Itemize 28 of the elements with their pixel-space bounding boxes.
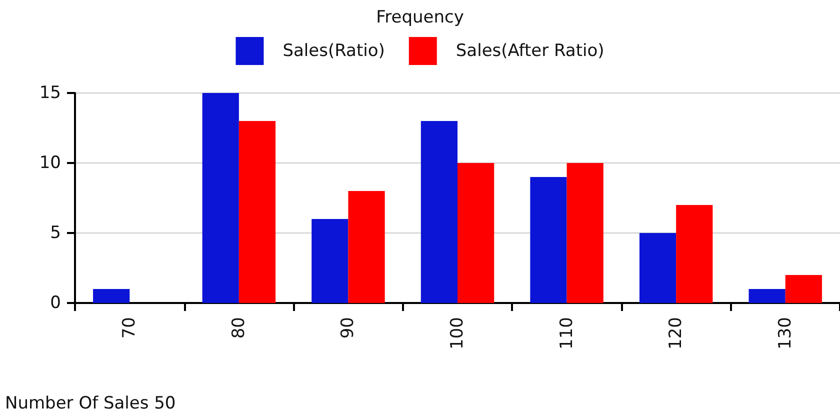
bar (238, 121, 276, 303)
x-tick-label: 80 (228, 317, 249, 339)
legend-label: Sales(Ratio) (282, 41, 385, 61)
bar (785, 275, 822, 303)
bar (348, 191, 385, 303)
y-tick-label: 15 (39, 83, 61, 103)
bar (676, 205, 713, 303)
legend-label: Sales(After Ratio) (456, 41, 604, 61)
x-tick-label: 120 (666, 317, 686, 350)
chart-title: Frequency (376, 8, 464, 28)
bar (458, 163, 494, 303)
x-tick-label: 90 (338, 317, 358, 339)
bar (420, 121, 458, 303)
bar (93, 289, 130, 303)
x-tick-label: 110 (556, 317, 577, 350)
y-tick-label: 5 (50, 223, 61, 243)
x-tick-label: 100 (448, 317, 468, 350)
x-tick-label: 70 (120, 317, 140, 339)
x-tick-label: 130 (775, 317, 796, 350)
bar (748, 289, 786, 303)
y-tick-label: 10 (39, 153, 61, 173)
bar (566, 163, 604, 303)
bar (530, 177, 567, 303)
y-tick-label: 0 (50, 293, 61, 313)
bar (202, 93, 239, 303)
bar (639, 233, 676, 303)
x-axis-title: Number Of Sales 50 (5, 394, 176, 414)
bar (312, 219, 348, 303)
